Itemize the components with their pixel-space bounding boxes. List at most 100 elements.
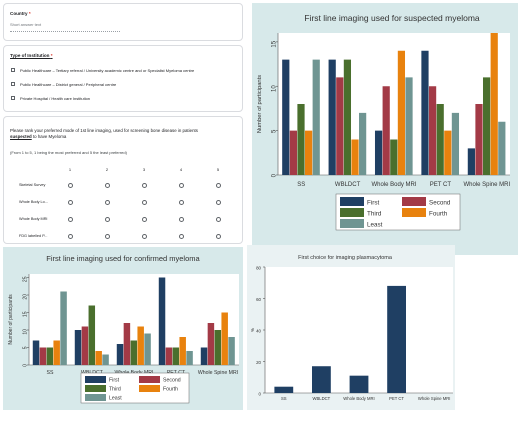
bar: [451, 112, 460, 175]
chart-title: First line imaging used for suspected my…: [304, 13, 480, 23]
ranking-card: Please rank your preferred mode of 1st l…: [3, 116, 243, 244]
x-category-label: Whole Body MRI: [371, 182, 416, 188]
bar: [387, 285, 406, 393]
y-tick-label: 5: [272, 129, 278, 133]
legend-swatch: [85, 376, 106, 383]
ranking-question: Please rank your preferred mode of 1st l…: [10, 128, 198, 139]
ranking-radio[interactable]: [67, 200, 73, 205]
country-input[interactable]: Short answer text: [10, 22, 42, 27]
ranking-radio[interactable]: [178, 234, 184, 239]
y-axis-label: %: [250, 328, 255, 332]
legend-swatch: [402, 197, 426, 206]
y-tick-label: 15: [23, 311, 29, 317]
ranking-radio[interactable]: [215, 200, 221, 205]
y-tick-label: 5: [23, 346, 29, 349]
bar: [207, 323, 215, 365]
legend-label: Third: [367, 211, 382, 218]
bar: [123, 323, 131, 365]
ranking-column-1: 1: [68, 167, 72, 172]
ranking-radio[interactable]: [104, 200, 110, 205]
bar: [53, 340, 60, 365]
bar: [172, 347, 180, 365]
bar: [274, 386, 294, 393]
ranking-radio[interactable]: [104, 217, 110, 222]
ranking-radio[interactable]: [104, 183, 110, 188]
y-tick-label: 0: [272, 173, 278, 177]
x-category-label: SS: [281, 396, 287, 401]
bar: [328, 59, 336, 175]
y-tick-label: 25: [23, 276, 29, 282]
legend-swatch: [139, 376, 160, 383]
legend-label: Second: [429, 200, 451, 207]
ranking-radio[interactable]: [215, 183, 221, 188]
institution-option-2: Public Healthcare – District general / P…: [20, 82, 117, 87]
ranking-radio[interactable]: [178, 200, 184, 205]
ranking-radio[interactable]: [104, 234, 110, 239]
ranking-radio[interactable]: [215, 234, 221, 239]
ranking-instruction: (From 1 to 5, 1 being the most preferred…: [10, 150, 127, 155]
bar: [200, 347, 208, 365]
ranking-radio[interactable]: [141, 217, 147, 222]
ranking-radio[interactable]: [141, 234, 147, 239]
bar: [39, 347, 47, 365]
x-category-label: WBLDCT: [313, 396, 331, 401]
institution-option-3: Private Hospital / Health care Instituti…: [20, 96, 91, 101]
bar: [336, 77, 344, 175]
ranking-row-label: Whole Body Lo...: [19, 200, 48, 204]
bar: [436, 104, 444, 175]
y-tick-label: 20: [256, 360, 261, 365]
bar: [186, 351, 193, 365]
bar: [428, 86, 437, 175]
ranking-radio[interactable]: [178, 183, 184, 188]
x-category-label: Whole Spine MRI: [198, 370, 238, 376]
ranking-column-4: 4: [179, 167, 183, 172]
ranking-column-2: 2: [105, 167, 109, 172]
ranking-row-label: Skeletal Survey: [19, 183, 46, 187]
y-axis-label: Number of participants: [257, 75, 263, 133]
institution-checkbox-1[interactable]: [11, 68, 15, 72]
bar: [349, 375, 369, 393]
bar: [343, 59, 352, 175]
ranking-radio[interactable]: [215, 217, 221, 222]
ranking-radio[interactable]: [178, 217, 184, 222]
bar: [382, 86, 390, 175]
y-tick-label: 0: [259, 392, 262, 397]
institution-checkbox-3[interactable]: [11, 96, 15, 100]
legend-swatch: [139, 385, 160, 392]
country-question: Country *: [10, 11, 31, 16]
chart-suspected: First line imaging used for suspected my…: [257, 13, 510, 231]
legend-swatch: [85, 385, 106, 392]
legend-label: Second: [163, 378, 181, 384]
bar: [165, 347, 173, 365]
x-category-label: Whole Spine MRI: [463, 182, 510, 188]
bar: [482, 77, 491, 175]
bar: [498, 121, 506, 175]
bar: [214, 330, 222, 365]
plot-area: [265, 267, 453, 393]
country-card: Country * Short answer text: [3, 3, 243, 41]
bar: [102, 354, 109, 365]
ranking-radio[interactable]: [67, 234, 73, 239]
legend-swatch: [340, 219, 364, 228]
bar: [221, 312, 228, 365]
institution-checkbox-2[interactable]: [11, 82, 15, 86]
country-input-underline: [10, 31, 120, 32]
y-tick-label: 40: [256, 329, 261, 334]
ranking-radio[interactable]: [67, 183, 73, 188]
y-tick-label: 80: [256, 266, 261, 271]
y-tick-label: 60: [256, 297, 261, 302]
bar: [144, 333, 151, 365]
ranking-radio[interactable]: [141, 183, 147, 188]
bar: [397, 50, 406, 175]
bar: [490, 33, 498, 175]
ranking-row-label: Whole Body MRI: [19, 217, 48, 221]
bar: [475, 104, 483, 175]
bar: [179, 337, 186, 365]
bar: [312, 366, 331, 393]
chart-title: First line imaging used for confirmed my…: [46, 254, 200, 263]
x-category-label: SS: [47, 370, 54, 376]
chart-confirmed: First line imaging used for confirmed my…: [8, 254, 239, 404]
ranking-radio[interactable]: [141, 200, 147, 205]
bar: [228, 337, 235, 365]
ranking-radio[interactable]: [67, 217, 73, 222]
